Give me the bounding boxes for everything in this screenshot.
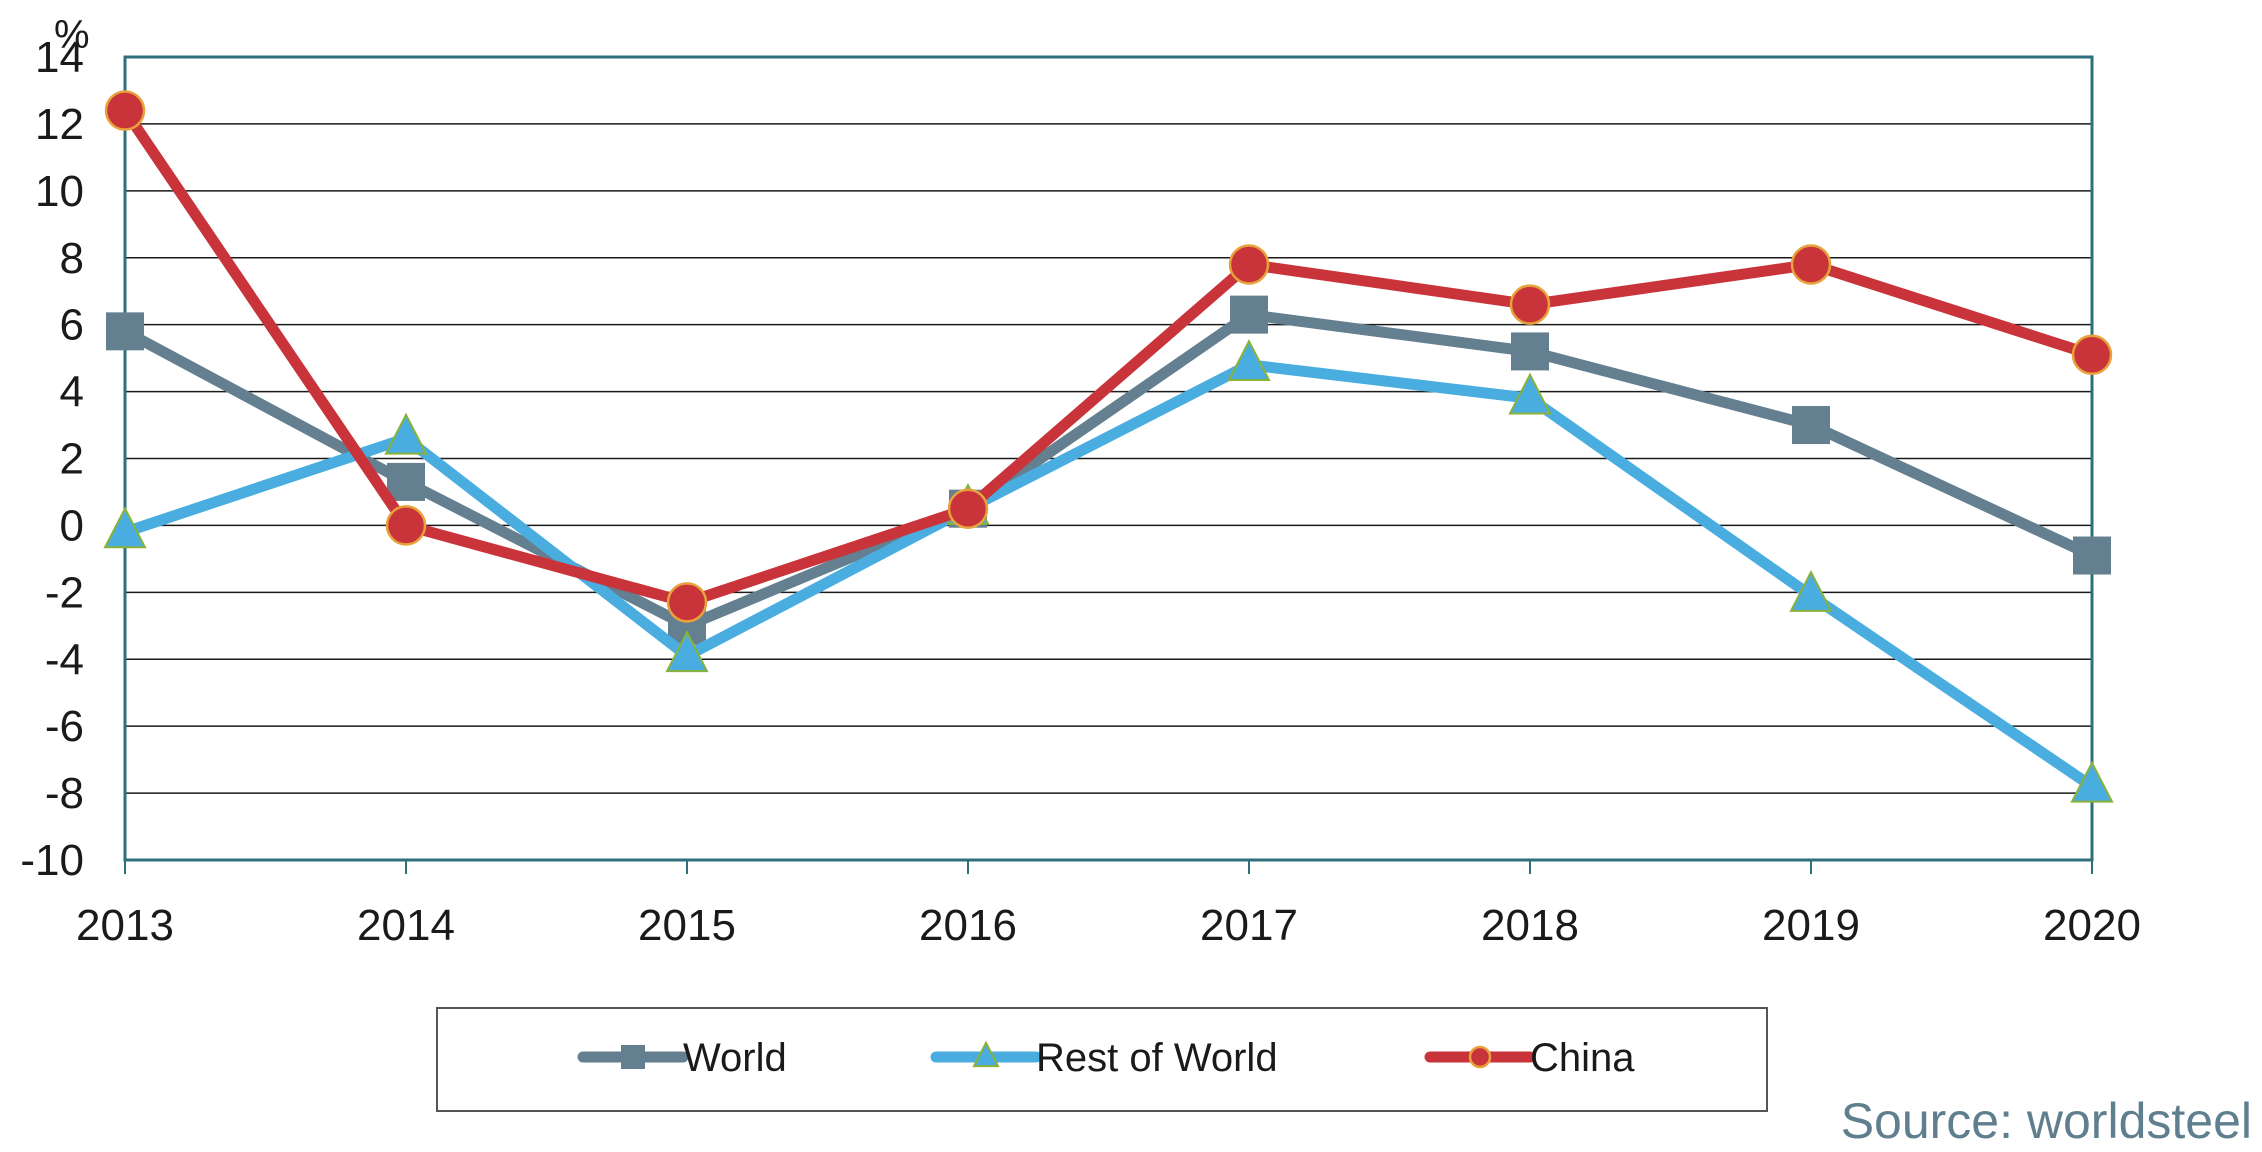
x-tick-label: 2020 xyxy=(2043,901,2141,950)
series-line-world xyxy=(119,309,2098,632)
x-tick-label: 2016 xyxy=(919,901,1017,950)
y-axis-tick-labels: 14 12 10 8 6 4 2 0 -2 -4 -6 -8 -10 xyxy=(20,33,84,885)
x-axis-tick-labels: 2013 2014 2015 2016 2017 2018 2019 2020 xyxy=(76,901,2141,950)
y-tick-label: -8 xyxy=(45,769,84,818)
x-tick-label: 2019 xyxy=(1762,901,1860,950)
x-tick-label: 2015 xyxy=(638,901,736,950)
data-point-rest-of-world xyxy=(2070,760,2114,803)
y-tick-label: 6 xyxy=(60,301,84,350)
legend-label: World xyxy=(683,1036,787,1080)
y-tick-label: 0 xyxy=(60,501,84,550)
x-tick-label: 2014 xyxy=(357,901,455,950)
legend-item-china: China xyxy=(1424,1036,1635,1080)
data-point-rest-of-world xyxy=(1508,372,1552,415)
y-tick-label: -6 xyxy=(45,702,84,751)
data-point-rest-of-world xyxy=(665,630,709,673)
legend-label: China xyxy=(1530,1036,1635,1080)
series-china xyxy=(104,90,2113,623)
data-point-world xyxy=(387,462,425,501)
data-point-china xyxy=(1790,244,1832,285)
data-point-rest-of-world xyxy=(1789,569,1833,612)
series-line-china xyxy=(119,105,2098,608)
data-point-world xyxy=(1511,332,1549,371)
legend-label: Rest of World xyxy=(1036,1036,1278,1080)
y-tick-label: -2 xyxy=(45,568,84,617)
data-point-china xyxy=(385,505,427,546)
y-tick-label: 2 xyxy=(60,435,84,484)
data-point-world xyxy=(1230,295,1268,334)
y-tick-label: -10 xyxy=(20,836,84,885)
data-point-rest-of-world xyxy=(103,506,147,549)
legend-item-rest-of-world: Rest of World xyxy=(930,1036,1278,1080)
y-tick-label: 10 xyxy=(35,167,84,216)
source-note: Source: worldsteel xyxy=(1840,1093,2252,1149)
series-world xyxy=(106,295,2111,645)
legend-item-world: World xyxy=(577,1036,787,1080)
x-tick-label: 2018 xyxy=(1481,901,1579,950)
plot-area-frame xyxy=(123,55,2094,862)
y-tick-label: -4 xyxy=(45,635,84,684)
legend-swatch-marker xyxy=(621,1045,645,1069)
series-layer xyxy=(103,90,2114,803)
data-point-world xyxy=(106,312,144,351)
series-line-rest-of-world xyxy=(119,359,2098,792)
y-axis-unit-label: % xyxy=(54,13,90,57)
legend: World Rest of World China xyxy=(436,1007,1768,1112)
x-tick-label: 2017 xyxy=(1200,901,1298,950)
data-point-china xyxy=(1509,284,1551,325)
legend-swatch-marker xyxy=(972,1040,1000,1068)
data-point-china xyxy=(947,488,989,529)
y-tick-label: 4 xyxy=(60,368,84,417)
data-point-world xyxy=(2073,536,2111,575)
data-point-china xyxy=(104,90,146,131)
data-point-rest-of-world xyxy=(384,412,428,455)
x-axis-ticks xyxy=(124,860,2093,874)
data-point-world xyxy=(1792,406,1830,445)
data-point-china xyxy=(2071,334,2113,376)
legend-swatch-marker xyxy=(1468,1045,1492,1069)
data-point-rest-of-world xyxy=(1227,339,1271,382)
data-point-china xyxy=(1228,244,1270,285)
data-point-china xyxy=(666,582,708,623)
grid-lines xyxy=(125,123,2092,794)
x-tick-label: 2013 xyxy=(76,901,174,950)
y-tick-label: 8 xyxy=(60,234,84,283)
y-tick-label: 14 xyxy=(35,33,84,82)
y-tick-label: 12 xyxy=(35,100,84,149)
